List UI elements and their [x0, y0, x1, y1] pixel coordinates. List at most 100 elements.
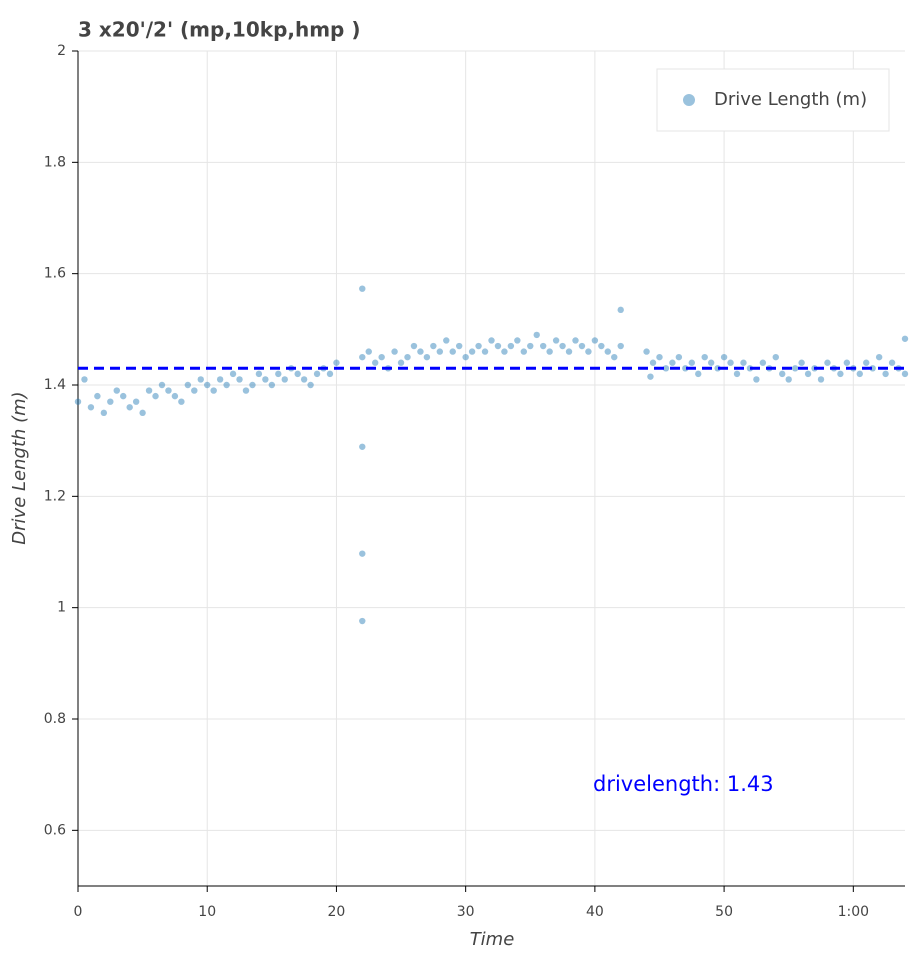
data-point: [436, 348, 444, 355]
data-point: [714, 365, 721, 372]
data-point: [300, 376, 308, 383]
y-tick-label: 1.4: [44, 377, 66, 393]
data-point: [430, 342, 437, 350]
data-point: [210, 387, 217, 394]
data-point: [216, 376, 224, 383]
data-point: [843, 359, 851, 366]
annotation: drivelength: 1.43: [593, 772, 774, 796]
y-tick-label: 0.8: [44, 711, 66, 727]
data-point: [249, 381, 256, 389]
y-tick-label: 1: [57, 600, 66, 616]
data-point: [359, 443, 366, 450]
data-point: [378, 353, 385, 361]
data-point: [178, 398, 185, 405]
data-point: [359, 285, 366, 292]
y-tick-label: 1.2: [44, 488, 66, 504]
data-point: [533, 331, 540, 339]
y-tick-label: 0.6: [44, 822, 66, 838]
data-point: [391, 348, 398, 355]
data-point: [94, 392, 101, 400]
y-tick-label: 2: [57, 43, 66, 59]
data-point: [856, 370, 863, 378]
data-point: [152, 392, 159, 400]
data-point: [107, 398, 114, 405]
data-point: [565, 348, 573, 355]
data-point: [598, 342, 605, 350]
data-point: [120, 392, 127, 400]
x-tick-label: 40: [586, 904, 604, 920]
data-point: [165, 387, 172, 394]
data-point: [656, 353, 663, 361]
data-point: [901, 335, 909, 342]
data-point: [791, 365, 799, 372]
data-point: [132, 398, 140, 405]
data-point: [158, 381, 166, 389]
data-point: [501, 348, 508, 355]
data-point: [449, 348, 456, 355]
data-point: [171, 392, 179, 400]
data-point: [294, 370, 301, 378]
data-point: [798, 359, 805, 366]
data-point: [707, 359, 715, 366]
data-point: [585, 348, 592, 355]
data-point: [74, 398, 82, 405]
x-axis-label: Time: [470, 929, 515, 950]
data-point: [688, 359, 695, 366]
data-point: [255, 370, 263, 378]
data-point: [184, 381, 192, 389]
data-point: [720, 353, 728, 361]
data-point: [126, 404, 133, 411]
data-point: [837, 370, 844, 378]
data-point: [404, 353, 411, 361]
data-point: [869, 365, 876, 372]
data-point: [397, 359, 405, 366]
data-point: [695, 370, 702, 378]
data-point: [475, 342, 482, 350]
data-point: [204, 381, 211, 389]
data-point: [546, 348, 553, 355]
data-point: [468, 348, 476, 355]
data-point: [753, 376, 760, 383]
data-point: [410, 342, 418, 350]
data-point: [824, 359, 831, 366]
data-point: [649, 359, 657, 366]
legend-label: Drive Length (m): [714, 89, 867, 110]
data-point: [647, 373, 654, 380]
data-point: [488, 337, 495, 344]
data-point: [746, 365, 754, 372]
data-point: [359, 617, 366, 625]
data-point: [520, 348, 528, 355]
x-tick-label: 0: [74, 904, 83, 920]
data-point: [113, 387, 120, 394]
x-tick-label: 50: [715, 904, 733, 920]
data-point: [733, 370, 741, 378]
data-point: [236, 376, 243, 383]
data-point: [727, 359, 734, 366]
data-point: [740, 359, 747, 366]
x-tick-label: 10: [198, 904, 216, 920]
data-point: [539, 342, 547, 350]
data-point: [275, 370, 282, 378]
data-point: [669, 359, 676, 366]
data-point: [611, 353, 618, 361]
y-tick-label: 1.8: [44, 154, 66, 170]
data-point: [578, 342, 586, 350]
data-point: [81, 376, 88, 383]
data-point: [268, 381, 276, 389]
data-point: [591, 337, 599, 344]
y-axis-label: Drive Length (m): [9, 391, 30, 544]
data-point: [643, 348, 650, 355]
data-point: [326, 370, 334, 378]
data-point: [804, 370, 812, 378]
data-point: [527, 342, 534, 350]
data-point: [481, 348, 489, 355]
data-point: [139, 409, 146, 417]
data-point: [307, 381, 314, 389]
data-point: [682, 365, 689, 372]
data-point: [462, 353, 469, 361]
data-point: [359, 550, 366, 557]
data-point: [759, 359, 767, 366]
data-point: [888, 359, 896, 366]
data-point: [313, 370, 321, 378]
